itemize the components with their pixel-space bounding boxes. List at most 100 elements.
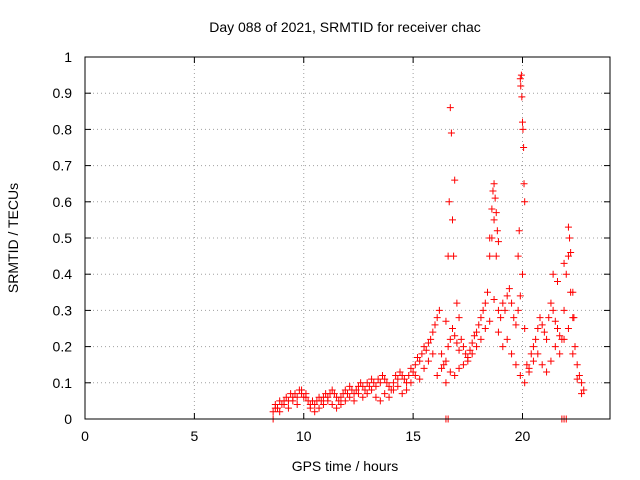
- data-point: [520, 144, 528, 151]
- data-point: [431, 321, 439, 329]
- data-point: [545, 314, 553, 322]
- data-point: [510, 314, 518, 322]
- y-tick-label: 0.4: [53, 266, 73, 282]
- data-point: [411, 372, 419, 380]
- data-point: [365, 382, 373, 390]
- x-tick-labels: 0 5 10 15 20: [81, 428, 530, 444]
- x-tick-label: 10: [296, 428, 312, 444]
- data-point: [416, 375, 424, 383]
- data-point: [532, 335, 540, 343]
- data-point: [271, 404, 279, 412]
- axis-ticks: [84, 56, 610, 420]
- data-point: [516, 372, 524, 380]
- data-point: [569, 350, 577, 358]
- data-point: [481, 299, 489, 307]
- data-point: [392, 372, 400, 380]
- data-point: [394, 375, 402, 383]
- data-point: [372, 382, 380, 390]
- data-point: [560, 259, 568, 267]
- data-point: [503, 292, 511, 300]
- data-point: [551, 317, 559, 325]
- data-point: [492, 209, 500, 217]
- data-point: [464, 357, 472, 365]
- data-point: [269, 408, 277, 416]
- data-point: [519, 118, 526, 126]
- data-point: [549, 270, 557, 278]
- data-point: [551, 343, 559, 351]
- data-point: [449, 325, 456, 332]
- data-point: [477, 314, 485, 322]
- data-point: [306, 404, 314, 412]
- data-point: [455, 364, 463, 372]
- data-point: [494, 306, 502, 314]
- x-tick-label: 0: [81, 428, 89, 444]
- data-point: [517, 71, 525, 79]
- y-tick-label: 0.3: [53, 302, 73, 318]
- data-point: [497, 314, 505, 322]
- data-point: [521, 379, 529, 387]
- data-point: [492, 252, 500, 260]
- data-point: [457, 335, 465, 343]
- data-point: [381, 375, 389, 383]
- data-point: [385, 382, 393, 390]
- data-point: [519, 270, 526, 278]
- data-point: [445, 198, 453, 206]
- data-point: [578, 390, 586, 398]
- data-point: [368, 386, 376, 394]
- data-point: [491, 194, 499, 202]
- data-point: [536, 314, 544, 322]
- data-point: [518, 93, 526, 101]
- data-point: [341, 397, 349, 405]
- data-point: [477, 335, 485, 343]
- data-point: [284, 404, 292, 412]
- data-point: [484, 288, 491, 296]
- data-point: [455, 314, 463, 322]
- data-point: [330, 390, 338, 398]
- data-point: [335, 397, 343, 405]
- data-point: [433, 372, 441, 380]
- data-point: [446, 104, 454, 112]
- data-points: [269, 71, 588, 423]
- data-point: [341, 386, 349, 394]
- data-point: [291, 390, 299, 398]
- data-point: [385, 393, 393, 401]
- data-point: [302, 393, 310, 401]
- data-point: [453, 339, 461, 347]
- data-point: [564, 325, 572, 332]
- data-point: [344, 390, 351, 398]
- data-point: [529, 357, 537, 365]
- data-point: [438, 350, 446, 358]
- data-point: [315, 404, 323, 412]
- data-point: [520, 180, 528, 188]
- data-point: [527, 350, 535, 358]
- data-point: [324, 397, 332, 405]
- data-point: [479, 306, 487, 314]
- data-point: [468, 339, 476, 347]
- data-point: [276, 408, 284, 416]
- data-point: [519, 125, 527, 133]
- data-point: [317, 397, 325, 405]
- data-point: [549, 306, 557, 314]
- data-point: [538, 321, 546, 329]
- data-point: [405, 372, 413, 380]
- data-point: [363, 390, 371, 398]
- data-point: [543, 335, 551, 343]
- data-point: [499, 343, 507, 351]
- data-point: [440, 361, 448, 369]
- y-tick-label: 0.7: [53, 158, 73, 174]
- data-point: [346, 382, 354, 390]
- data-point: [346, 393, 354, 401]
- data-point: [429, 328, 437, 336]
- data-point: [357, 379, 365, 387]
- y-tick-label: 0.6: [53, 194, 73, 210]
- y-tick-labels: 0 0.1 0.2 0.3 0.4 0.5 0.6 0.7 0.8 0.9 1: [53, 49, 73, 427]
- data-point: [442, 379, 450, 387]
- data-point: [398, 390, 406, 398]
- chart-title: Day 088 of 2021, SRMTID for receiver cha…: [209, 19, 481, 35]
- data-point: [564, 223, 572, 231]
- data-point: [554, 325, 561, 332]
- y-tick-label: 0.1: [53, 375, 73, 391]
- data-point: [389, 386, 397, 394]
- data-point: [451, 332, 459, 340]
- data-point: [289, 397, 297, 405]
